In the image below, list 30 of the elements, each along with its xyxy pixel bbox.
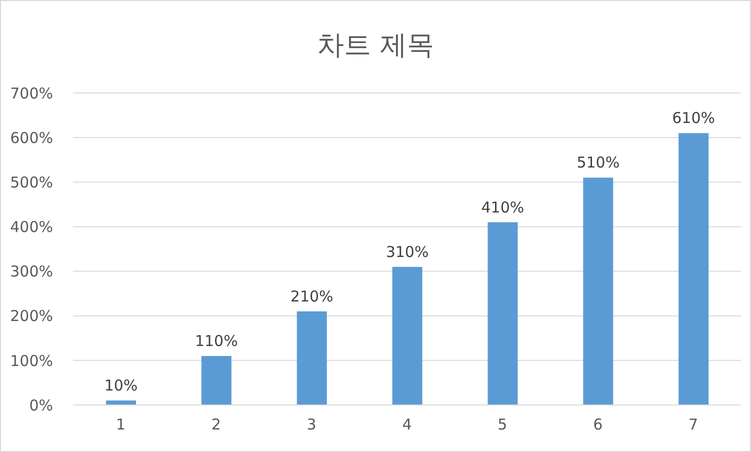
y-tick-label: 400% [10,218,53,236]
bar [583,178,614,405]
x-tick-label: 2 [211,416,221,434]
y-tick-label: 200% [10,307,53,326]
data-label: 110% [194,332,238,350]
bar [488,222,518,405]
x-tick-label: 4 [402,416,412,434]
x-tick-label: 5 [498,416,508,434]
y-tick-label: 100% [10,352,53,370]
y-tick-label: 500% [10,173,53,192]
x-tick-label: 1 [116,416,126,434]
bar [106,400,136,405]
y-tick-label: 0% [29,396,53,414]
data-label: 210% [290,287,334,306]
chart-title: 차트 제목 [316,29,435,63]
bar [392,266,422,405]
data-label: 610% [672,109,716,128]
y-tick-label: 600% [10,128,53,147]
y-tick-label: 700% [10,84,53,102]
x-tick-label: 7 [688,416,698,434]
y-tick-label: 300% [10,262,53,281]
x-tick-label: 3 [306,416,316,434]
bar [201,356,232,405]
bar [678,133,709,405]
data-label: 310% [386,242,429,261]
x-tick-label: 6 [593,416,603,434]
data-label: 510% [576,154,620,172]
bar [296,311,327,405]
data-label: 10% [104,376,138,395]
data-label: 410% [481,198,524,216]
